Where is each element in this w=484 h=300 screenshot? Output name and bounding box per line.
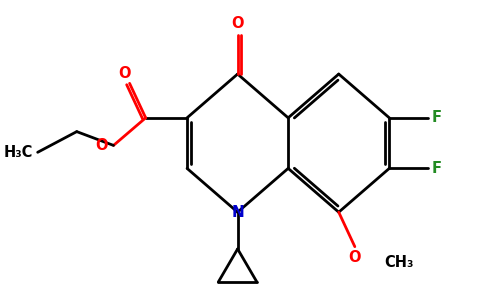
Text: O: O <box>231 16 244 31</box>
Text: O: O <box>348 250 361 265</box>
Text: CH₃: CH₃ <box>385 255 414 270</box>
Text: N: N <box>231 205 244 220</box>
Text: O: O <box>95 138 108 153</box>
Text: H₃C: H₃C <box>4 145 33 160</box>
Text: O: O <box>119 66 131 81</box>
Text: F: F <box>432 110 442 125</box>
Text: F: F <box>432 161 442 176</box>
